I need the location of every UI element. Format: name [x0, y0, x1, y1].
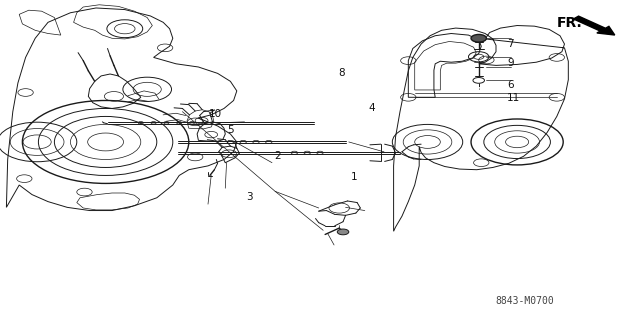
Text: 11: 11	[507, 93, 520, 103]
Text: 1: 1	[351, 172, 357, 182]
FancyArrow shape	[573, 16, 615, 35]
Text: 10: 10	[209, 109, 223, 119]
Text: 9: 9	[507, 58, 513, 68]
Text: FR.: FR.	[557, 16, 582, 30]
Text: 4: 4	[368, 103, 374, 113]
Text: 3: 3	[246, 192, 253, 202]
Circle shape	[337, 229, 349, 235]
Circle shape	[471, 34, 486, 42]
Text: 2: 2	[274, 151, 280, 161]
Text: 6: 6	[507, 80, 513, 91]
Text: 8843-M0700: 8843-M0700	[495, 296, 554, 307]
Text: 7: 7	[507, 39, 513, 49]
Text: 8: 8	[338, 68, 344, 78]
Text: 5: 5	[227, 125, 234, 135]
